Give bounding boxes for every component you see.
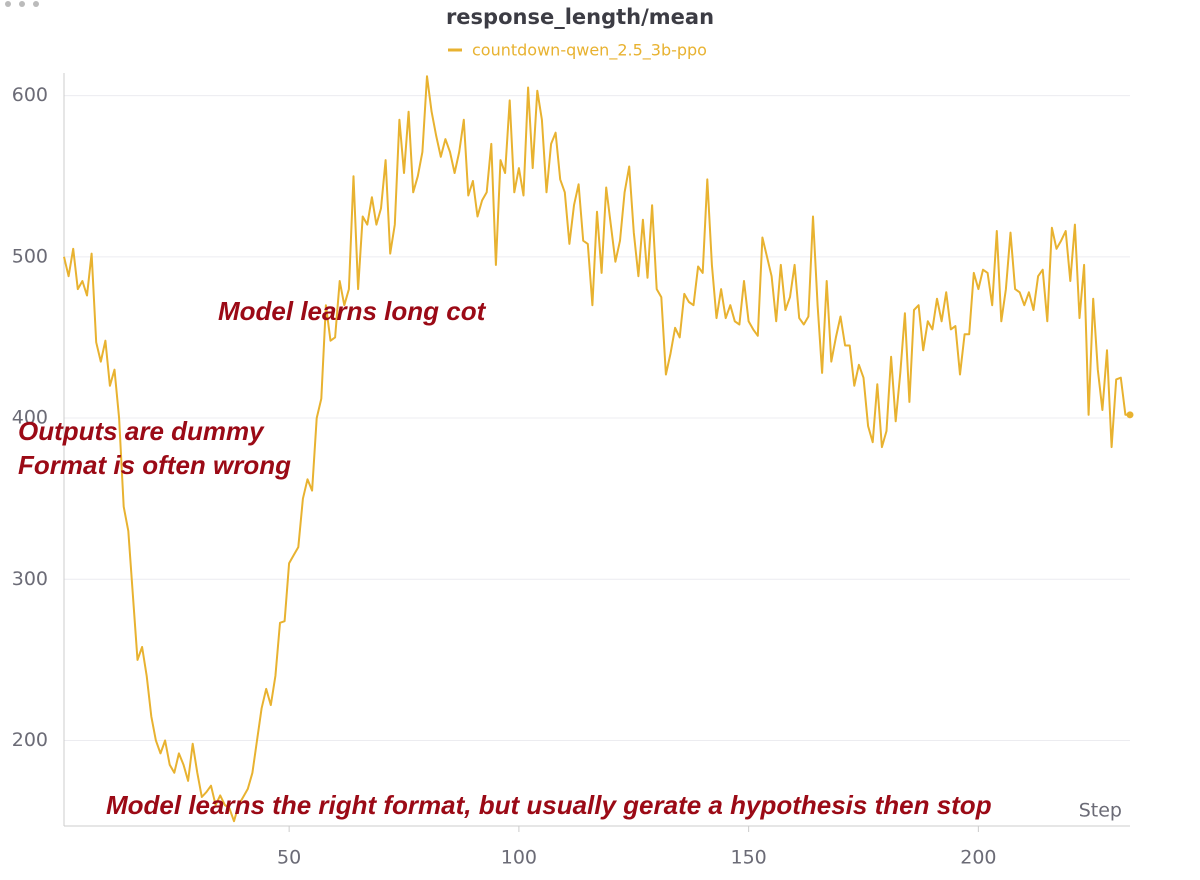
menu-dot bbox=[33, 1, 39, 7]
annotation: Model learns long cot bbox=[218, 296, 487, 326]
x-tick-label: 100 bbox=[501, 847, 537, 869]
y-tick-label: 300 bbox=[12, 568, 48, 590]
x-tick-label: 50 bbox=[277, 847, 301, 869]
annotation: Outputs are dummy bbox=[18, 416, 265, 446]
y-tick-label: 200 bbox=[12, 729, 48, 751]
x-tick-label: 200 bbox=[960, 847, 996, 869]
menu-dot bbox=[5, 1, 11, 7]
y-tick-label: 400 bbox=[12, 407, 48, 429]
x-axis-label: Step bbox=[1079, 800, 1122, 822]
chart-title: response_length/mean bbox=[446, 5, 714, 29]
y-tick-label: 600 bbox=[12, 84, 48, 106]
menu-dot bbox=[19, 1, 25, 7]
annotation: Format is often wrong bbox=[18, 450, 291, 480]
x-tick-label: 150 bbox=[730, 847, 766, 869]
series-line bbox=[63, 75, 1130, 823]
y-tick-label: 500 bbox=[12, 245, 48, 267]
end-marker bbox=[1126, 411, 1134, 419]
annotation: Model learns the right format, but usual… bbox=[106, 790, 992, 820]
legend-label: countdown-qwen_2.5_3b-ppo bbox=[472, 41, 707, 61]
